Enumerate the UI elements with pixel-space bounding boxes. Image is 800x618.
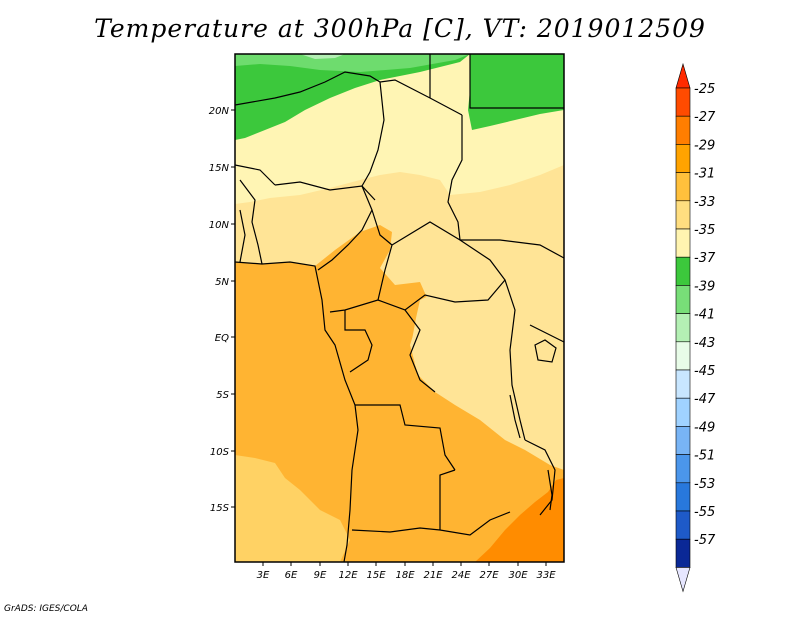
border-car	[377, 221, 506, 311]
colorbar-label: -49	[694, 420, 715, 435]
lon-tick-label: 27E	[479, 570, 499, 581]
lat-axis	[231, 109, 235, 508]
border-angola-north	[355, 404, 456, 471]
colorbar-swatch	[675, 228, 691, 258]
grads-credit: GrADS: IGES/COLA	[4, 604, 88, 614]
lon-axis	[262, 562, 547, 566]
border-drc-east	[504, 279, 526, 441]
field-band-neg39-41	[300, 54, 345, 59]
colorbar-label: -35	[694, 223, 715, 238]
field-band-neg31-33-central	[412, 285, 530, 430]
field-band-neg27-29	[235, 225, 564, 562]
colorbar-label: -31	[694, 167, 715, 182]
colorbar-label: -39	[694, 279, 715, 294]
border-namibia	[351, 527, 441, 533]
lon-tick-label: 33E	[536, 570, 556, 581]
colorbar-label: -27	[694, 110, 716, 125]
border-angola-zambia	[439, 469, 456, 530]
map-title: Temperature at 300hPa [C], VT: 201901250…	[94, 14, 706, 43]
colorbar-bottom-arrow	[675, 567, 691, 593]
lon-tick-label: 15E	[366, 570, 386, 581]
country-borders	[235, 54, 564, 562]
colorbar-label: -57	[694, 533, 716, 548]
colorbar-label: -53	[694, 477, 715, 492]
colorbar-swatch	[675, 313, 691, 343]
lake-victoria	[534, 339, 557, 363]
colorbar-label: -43	[694, 336, 715, 351]
lon-tick-label: 6E	[285, 570, 298, 581]
border-burkina	[235, 164, 276, 186]
colorbar-swatch	[675, 341, 691, 371]
border-egypt-sudan	[469, 54, 564, 109]
border-guinea-coast	[239, 179, 263, 265]
border-zambia-south	[439, 511, 511, 536]
lon-tick-label: 30E	[508, 570, 528, 581]
colorbar-label: -33	[694, 195, 715, 210]
lon-tick-label: 24E	[451, 570, 471, 581]
colorbar-label: -45	[694, 364, 715, 379]
lon-labels: 3E 6E 9E 12E 15E 18E 21E 24E 27E 30E 33E	[257, 570, 557, 581]
border-niger-chad	[361, 81, 385, 201]
lake-malawi	[547, 469, 553, 511]
border-south-sudan	[460, 239, 564, 259]
lat-tick-label: EQ	[215, 333, 229, 344]
colorbar-swatch	[675, 115, 691, 145]
border-algeria-niger	[235, 71, 463, 116]
field-band-neg25-27	[475, 478, 564, 562]
colorbar-label: -55	[694, 505, 715, 520]
field-band-neg35-37-east	[468, 54, 564, 130]
colorbar-swatch	[675, 200, 691, 230]
lon-tick-label: 3E	[257, 570, 270, 581]
lat-tick-label: 10S	[210, 447, 230, 458]
lake-tanganyika	[509, 394, 521, 439]
lat-tick-label: 20N	[209, 106, 230, 117]
lat-labels: 20N 15N 10N 5N EQ 5S 10S 15S	[209, 106, 230, 514]
colorbar-swatch	[675, 144, 691, 173]
lon-tick-label: 9E	[314, 570, 327, 581]
colorbar-swatch	[675, 87, 691, 117]
colorbar-swatch	[675, 172, 691, 202]
colorbar-label: -47	[694, 392, 716, 407]
colorbar-swatch	[675, 426, 691, 455]
lat-tick-label: 15N	[209, 163, 230, 174]
colorbar-swatch	[675, 285, 691, 314]
colorbar-label: -25	[694, 82, 715, 97]
colorbar-swatch	[675, 454, 691, 484]
colorbar-label: -51	[694, 449, 715, 464]
colorbar-swatch	[675, 369, 691, 399]
colorbar-swatch	[675, 256, 691, 286]
lon-tick-label: 21E	[423, 570, 443, 581]
lat-tick-label: 5S	[216, 390, 229, 401]
field-band-neg35-37-west	[235, 54, 470, 140]
border-drc-north	[404, 309, 436, 393]
colorbar-label: -41	[694, 308, 715, 323]
map-frame	[234, 53, 565, 563]
lat-tick-label: 5N	[215, 277, 229, 288]
lon-tick-label: 12E	[338, 570, 358, 581]
coastline-west	[235, 261, 359, 562]
colorbar-swatch	[675, 482, 691, 512]
lat-tick-label: 10N	[209, 220, 230, 231]
colorbar-swatch	[675, 538, 691, 568]
border-uganda-kenya	[529, 324, 564, 343]
field-band-neg29-31-west	[235, 455, 350, 562]
colorbar-swatch	[675, 397, 691, 427]
border-ghana	[239, 209, 246, 263]
lon-tick-label: 18E	[395, 570, 415, 581]
colorbar-swatch	[675, 510, 691, 540]
field-band-neg37-39	[235, 54, 470, 72]
colorbar-label: -37	[694, 251, 716, 266]
border-congo-gabon	[344, 310, 373, 373]
colorbar-top-arrow	[675, 62, 691, 89]
border-chad-sudan	[447, 115, 463, 241]
colorbar: -25 -27 -29 -31 -33 -35 -37 -39 -41 -43 -45 -47 -49 -…	[675, 62, 716, 593]
border-tanzania	[524, 439, 556, 516]
colorbar-label: -29	[694, 138, 715, 153]
lat-tick-label: 15S	[210, 503, 230, 514]
